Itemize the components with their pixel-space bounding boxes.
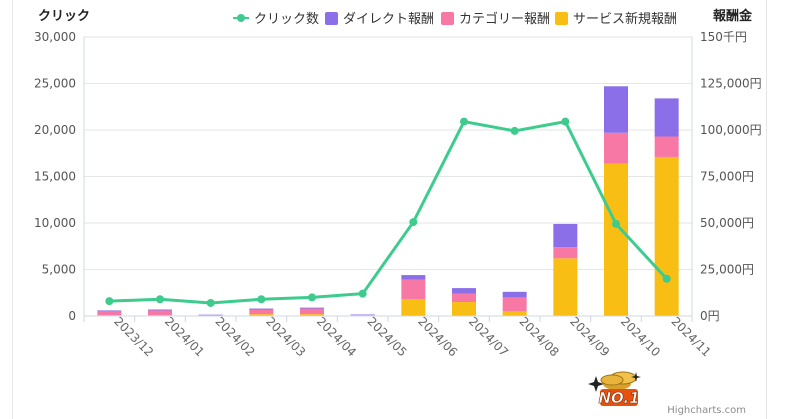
bar-segment (401, 275, 426, 280)
sparkle-icon (588, 376, 604, 392)
bar-series (97, 86, 679, 317)
bar-segment (654, 98, 679, 137)
x-tick-label: 2024/07 (466, 314, 511, 359)
line-point (460, 117, 468, 126)
legend-marker (237, 14, 245, 22)
bar-segment (452, 288, 476, 294)
right-axis-tick-label: 150千円 (700, 30, 747, 44)
credits-link[interactable]: Highcharts.com (667, 405, 746, 416)
line-point (510, 126, 519, 135)
x-tick-label: 2024/04 (314, 314, 359, 359)
bar-segment (654, 156, 679, 316)
click-line (109, 120, 668, 305)
legend-item-label: サービス新規報酬 (573, 11, 677, 27)
legend-swatch (555, 12, 568, 25)
left-axis-tick-label: 0 (68, 309, 76, 323)
bar-segment (300, 307, 324, 309)
right-axis-tick-label: 125,000円 (700, 77, 762, 91)
panel-right-border (766, 0, 767, 419)
right-axis-tick-label: 50,000円 (700, 216, 754, 230)
bar-segment (502, 291, 527, 298)
bar-segment (249, 308, 274, 310)
bar-segment (654, 136, 679, 157)
bar-segment (452, 302, 476, 316)
left-axis-tick-label: 5,000 (42, 263, 76, 277)
right-axis-tick-label: 25,000円 (700, 263, 754, 277)
badge-label: NO.1 (598, 389, 639, 407)
panel-left-border (12, 0, 13, 419)
bar-segment (148, 310, 172, 316)
line-point (308, 293, 316, 302)
badge-plate (600, 389, 638, 406)
legend-item-label: ダイレクト報酬 (343, 12, 434, 27)
left-axis-title: クリック (38, 9, 90, 24)
legend-swatch (325, 12, 338, 25)
legend-swatch (441, 12, 454, 25)
bar-segment (249, 314, 274, 316)
bar-segment (502, 311, 527, 316)
right-axis-tick-label: 0円 (700, 309, 720, 323)
bar-segment (300, 314, 324, 316)
line-point (358, 289, 367, 298)
bar-segment (300, 308, 324, 315)
no1-badge: NO.1 (588, 371, 641, 407)
bar-segment (452, 293, 476, 303)
x-tick-label: 2024/10 (618, 314, 663, 359)
bar-segment (401, 279, 426, 300)
bar-segment (97, 310, 122, 312)
left-axis-tick-label: 15,000 (34, 170, 76, 184)
legend-item-label: クリック数 (254, 12, 319, 27)
bar-segment (97, 311, 122, 316)
line-point (561, 117, 570, 126)
bar-segment (148, 309, 172, 311)
x-tick-label: 2023/12 (111, 314, 156, 359)
line-point (156, 295, 164, 304)
line-series (105, 117, 671, 307)
bar-segment (249, 309, 274, 315)
bar-segment (604, 163, 628, 316)
line-point (409, 218, 418, 227)
axes: 0 0円 5,000 25,000円 10,000 50,000円 15,000 75,000… (34, 30, 762, 359)
x-tick-label: 2024/02 (213, 314, 258, 359)
legend[interactable]: クリック数 ダイレクト報酬 カテゴリー報酬 サービス新規報酬 (233, 11, 677, 27)
grid-lines (84, 36, 692, 317)
x-tick-label: 2024/06 (415, 314, 460, 359)
bar-segment (604, 132, 628, 164)
line-point (612, 219, 620, 228)
x-tick-label: 2024/01 (162, 314, 207, 359)
left-axis-tick-label: 20,000 (34, 123, 76, 137)
sparkle-icon (631, 372, 641, 382)
bar-segment (350, 314, 375, 316)
bar-segment (553, 247, 578, 259)
line-point (662, 274, 671, 283)
bar-segment (198, 314, 223, 316)
x-tick-label: 2024/09 (567, 314, 612, 359)
bar-segment (401, 299, 426, 316)
left-axis-tick-label: 25,000 (34, 77, 76, 91)
x-tick-label: 2024/08 (517, 314, 562, 359)
line-point (206, 298, 215, 307)
bar-segment (553, 223, 578, 248)
coin-shape (600, 374, 624, 386)
left-axis-tick-label: 10,000 (34, 216, 76, 230)
bar-segment (502, 297, 527, 312)
right-axis-tick-label: 100,000円 (700, 123, 762, 137)
line-point (105, 297, 114, 306)
right-axis-title: 報酬金 (713, 8, 753, 24)
x-tick-label: 2024/05 (365, 314, 410, 359)
bar-segment (553, 258, 578, 316)
left-axis-tick-label: 30,000 (34, 30, 76, 44)
bar-segment (604, 86, 628, 133)
legend-item-label: カテゴリー報酬 (459, 11, 550, 27)
right-axis-tick-label: 75,000円 (700, 170, 754, 184)
line-point (257, 295, 266, 304)
x-tick-label: 2024/03 (263, 314, 308, 359)
